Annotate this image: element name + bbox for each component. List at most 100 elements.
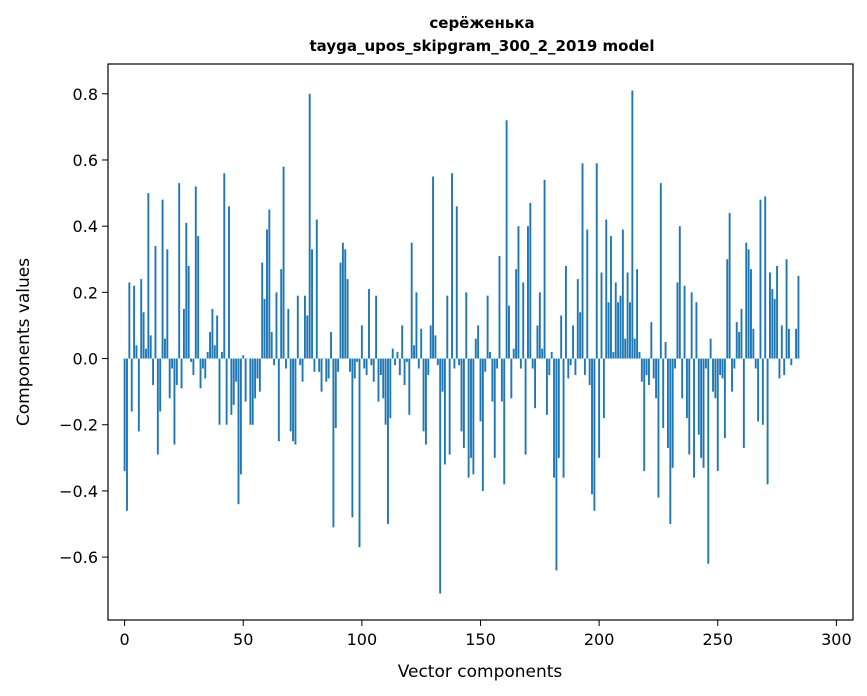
bar: [185, 222, 188, 359]
bar: [432, 176, 434, 359]
bar: [147, 193, 150, 359]
bar: [731, 358, 733, 392]
bar: [470, 358, 472, 458]
bar: [733, 358, 736, 369]
bar: [315, 219, 318, 359]
bar: [529, 203, 532, 359]
bar: [337, 358, 340, 372]
bar: [204, 358, 207, 379]
x-axis-ticks: 0 50 100 150 200 250 300: [120, 620, 852, 649]
x-tick-label: 250: [702, 630, 733, 649]
bar: [349, 358, 351, 372]
bar: [292, 358, 295, 442]
y-tick-label: 0.8: [73, 85, 98, 104]
bar: [313, 358, 316, 372]
bar: [370, 358, 373, 366]
bar: [145, 348, 147, 359]
y-tick-label: 0.4: [73, 217, 98, 236]
bar: [659, 183, 662, 359]
bar: [602, 358, 605, 419]
bar: [550, 351, 553, 359]
bar: [640, 358, 643, 382]
bar: [629, 302, 631, 359]
bar: [605, 219, 608, 359]
bar: [166, 249, 169, 359]
bar: [458, 358, 461, 366]
bar: [263, 298, 266, 359]
bar: [190, 358, 192, 362]
bar: [564, 265, 567, 359]
bar: [481, 358, 484, 491]
bar: [448, 358, 451, 455]
bar: [140, 279, 143, 359]
bar: [199, 358, 202, 389]
bar: [161, 199, 164, 359]
bar: [664, 342, 667, 359]
bar: [636, 269, 639, 359]
bar: [389, 358, 392, 419]
bar: [662, 358, 665, 429]
bar: [610, 236, 612, 359]
bar: [769, 272, 771, 359]
bar: [230, 358, 233, 415]
bar: [211, 308, 214, 359]
bar: [479, 358, 482, 422]
bar: [287, 308, 290, 359]
bar: [375, 295, 378, 359]
bar: [560, 315, 563, 359]
bar: [327, 358, 330, 379]
bar: [128, 282, 131, 359]
bar: [123, 358, 126, 472]
bar: [617, 302, 620, 359]
bar: [244, 358, 247, 402]
bar: [766, 358, 769, 485]
bar: [505, 120, 508, 359]
bar: [626, 272, 629, 359]
bar: [178, 183, 181, 359]
bar: [519, 358, 522, 369]
bar: [360, 325, 363, 359]
bar: [356, 358, 359, 362]
bar: [382, 358, 385, 399]
bar: [643, 358, 646, 472]
bar: [515, 269, 518, 359]
bar: [738, 332, 741, 359]
bar: [182, 308, 185, 359]
bar: [491, 358, 494, 402]
bar: [344, 249, 347, 359]
bar: [531, 358, 534, 369]
bar: [572, 325, 574, 359]
y-axis-ticks: −0.6 −0.4 −0.2 0.0 0.2 0.4 0.6 0.8: [59, 85, 108, 567]
bar: [735, 322, 738, 359]
bar: [372, 358, 375, 382]
bar: [697, 358, 700, 435]
bar: [700, 358, 703, 458]
bar: [330, 332, 332, 359]
bar: [277, 358, 280, 442]
bar: [764, 196, 767, 359]
y-tick-label: −0.6: [59, 548, 98, 567]
bar: [163, 338, 166, 359]
bar: [688, 358, 691, 455]
bar: [266, 229, 268, 359]
x-tick-label: 200: [584, 630, 615, 649]
bar: [545, 358, 548, 415]
bar: [583, 358, 586, 376]
bar: [311, 249, 313, 359]
bar: [289, 358, 292, 432]
bar: [693, 358, 695, 478]
bar: [451, 173, 453, 359]
bar: [341, 242, 344, 359]
bar: [187, 265, 190, 359]
bar: [783, 358, 786, 376]
bar: [726, 259, 729, 359]
bar: [669, 358, 672, 525]
bar: [332, 358, 335, 528]
bar: [797, 275, 800, 359]
bar: [225, 358, 228, 425]
bar: [742, 358, 745, 448]
bar: [387, 358, 389, 525]
bar: [256, 358, 259, 379]
bar: [251, 358, 254, 425]
bar: [600, 272, 603, 359]
